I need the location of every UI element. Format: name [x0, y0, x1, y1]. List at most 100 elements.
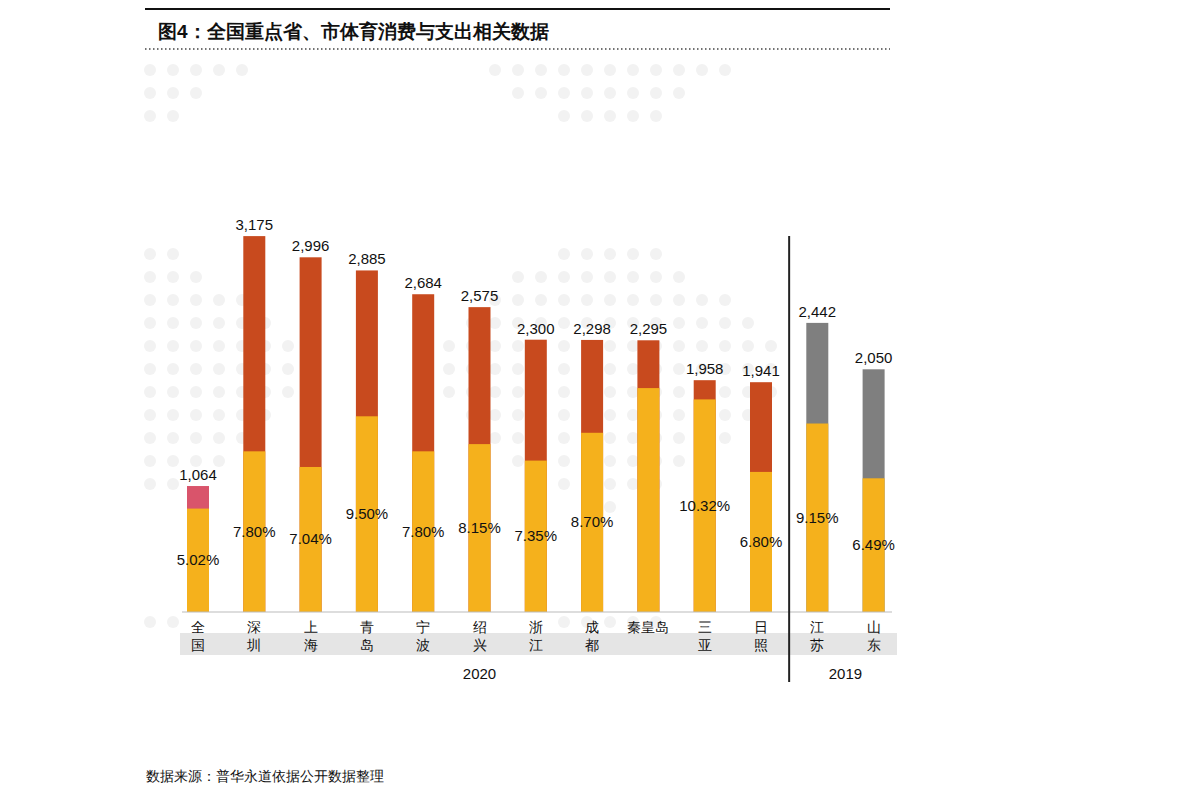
background-dot [489, 317, 501, 329]
background-dot [650, 248, 662, 260]
background-dot [719, 294, 731, 306]
background-dot [696, 294, 708, 306]
chart: 图4：全国重点省、市体育消费与支出相关数据1,0645.02%全国3,1757.… [0, 0, 1191, 804]
background-dot [167, 616, 179, 628]
background-dot [535, 64, 547, 76]
background-dot [696, 64, 708, 76]
bar-total [806, 323, 828, 612]
background-dot [719, 317, 731, 329]
background-dot [190, 386, 202, 398]
bar-total [581, 340, 603, 612]
category-label: 青岛 [360, 619, 374, 653]
background-dot [558, 455, 570, 467]
share-label: 8.15% [458, 519, 501, 536]
background-dot [558, 386, 570, 398]
background-dot [604, 248, 616, 260]
background-dot [627, 455, 639, 467]
background-dot [512, 409, 524, 421]
bars [187, 236, 885, 612]
background-dot [673, 87, 685, 99]
background-dot [673, 64, 685, 76]
background-dot [512, 340, 524, 352]
background-dot [673, 317, 685, 329]
background-dot [535, 87, 547, 99]
share-label: 9.50% [346, 505, 389, 522]
source: 数据来源：普华永道依据公开数据整理 [146, 768, 384, 784]
background-dot [282, 386, 294, 398]
background-dot [144, 110, 156, 122]
background-dot [558, 363, 570, 375]
category-label: 山东 [867, 619, 881, 653]
background-dot [489, 409, 501, 421]
background-dot [696, 317, 708, 329]
background-dot [489, 386, 501, 398]
background-dot [190, 294, 202, 306]
background-dot [604, 340, 616, 352]
share-label: 7.80% [233, 523, 276, 540]
background-dot [489, 64, 501, 76]
background-dot [673, 271, 685, 283]
background-dot [604, 478, 616, 490]
background-dot [535, 294, 547, 306]
background-dot [282, 363, 294, 375]
background-dot [604, 386, 616, 398]
share-label: 5.02% [177, 551, 220, 568]
background-dot [604, 432, 616, 444]
background-dot [604, 409, 616, 421]
share-label: 6.49% [852, 536, 895, 553]
background-dot [558, 110, 570, 122]
background-dot [167, 432, 179, 444]
group-label: 2019 [829, 665, 862, 682]
share-label: 7.80% [402, 523, 445, 540]
category-label: 全国 [191, 619, 205, 653]
share-label: 7.35% [515, 527, 558, 544]
background-dot [604, 616, 616, 628]
background-dot [581, 87, 593, 99]
background-dot [604, 455, 616, 467]
background-dot [144, 64, 156, 76]
background-dot [604, 363, 616, 375]
bar-total [525, 340, 547, 612]
background-dot [604, 87, 616, 99]
bar-total [863, 369, 885, 612]
background-dot [167, 478, 179, 490]
background-dot [558, 432, 570, 444]
bar-total [356, 270, 378, 612]
background-dot [650, 64, 662, 76]
background-dot [558, 248, 570, 260]
background-dot [213, 386, 225, 398]
share-label: 8.70% [571, 513, 614, 530]
background-dot [558, 294, 570, 306]
background-dot [558, 340, 570, 352]
total-label: 2,298 [573, 320, 611, 337]
total-label: 2,442 [799, 303, 837, 320]
background-dot [558, 64, 570, 76]
background-dot [489, 340, 501, 352]
background-dot [512, 363, 524, 375]
background-dot [144, 455, 156, 467]
background-dot [581, 110, 593, 122]
background-dot [558, 317, 570, 329]
category-label: 绍兴 [473, 619, 487, 653]
background-dot [627, 386, 639, 398]
background-dot [719, 409, 731, 421]
bar-total [300, 257, 322, 612]
share-label: 9.15% [796, 509, 839, 526]
background-dot [512, 294, 524, 306]
background-dot [719, 64, 731, 76]
background-dot [558, 87, 570, 99]
total-label: 3,175 [236, 216, 274, 233]
category-label: 秦皇岛 [627, 619, 669, 635]
background-dot [167, 64, 179, 76]
total-label: 2,050 [855, 349, 893, 366]
background-dot [167, 340, 179, 352]
background-dot [190, 432, 202, 444]
background-dot [627, 409, 639, 421]
background-dot [558, 616, 570, 628]
bar-total [750, 382, 772, 612]
background-dot [213, 317, 225, 329]
category-label: 日照 [754, 619, 768, 653]
group-label: 2020 [463, 665, 496, 682]
total-label: 1,941 [742, 362, 780, 379]
header-dots [145, 48, 890, 50]
